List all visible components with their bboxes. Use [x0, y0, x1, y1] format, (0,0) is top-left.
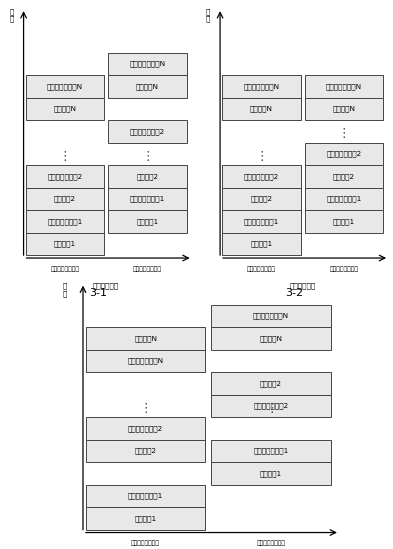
Text: 信号检测与收集2: 信号检测与收集2 — [130, 128, 165, 135]
Text: 测序反应2: 测序反应2 — [54, 195, 76, 203]
Text: 测序反应2: 测序反应2 — [250, 195, 272, 203]
Text: 时
间: 时 间 — [63, 283, 67, 297]
Text: 信号检测与收集N: 信号检测与收集N — [243, 83, 279, 90]
Text: 信号检测与收集1: 信号检测与收集1 — [244, 218, 279, 225]
FancyBboxPatch shape — [305, 143, 383, 165]
FancyBboxPatch shape — [222, 75, 301, 98]
Text: 信号检测与收集N: 信号检测与收集N — [326, 83, 362, 90]
Text: 信号检测与收集2: 信号检测与收集2 — [47, 173, 83, 180]
FancyBboxPatch shape — [26, 188, 104, 210]
Text: 第一测序反应小室: 第一测序反应小室 — [131, 541, 160, 546]
FancyBboxPatch shape — [108, 75, 187, 98]
FancyBboxPatch shape — [222, 165, 301, 188]
Text: 信号检测与收集2: 信号检测与收集2 — [244, 173, 279, 180]
Text: 测序反应2: 测序反应2 — [260, 380, 282, 387]
Text: 第二测序反应小室: 第二测序反应小室 — [133, 266, 162, 272]
FancyBboxPatch shape — [108, 188, 187, 210]
FancyBboxPatch shape — [211, 462, 331, 485]
FancyBboxPatch shape — [305, 165, 383, 188]
FancyBboxPatch shape — [26, 210, 104, 233]
Text: 信号检测与收集1: 信号检测与收集1 — [47, 218, 83, 225]
Text: 第一测序反应小室: 第一测序反应小室 — [247, 266, 276, 272]
Text: 测序反应N: 测序反应N — [250, 105, 273, 113]
FancyBboxPatch shape — [211, 305, 331, 327]
Text: 信号检测与收集N: 信号检测与收集N — [129, 60, 165, 68]
Text: 测序反应N: 测序反应N — [53, 105, 76, 113]
FancyBboxPatch shape — [108, 120, 187, 143]
FancyBboxPatch shape — [305, 188, 383, 210]
FancyBboxPatch shape — [108, 210, 187, 233]
FancyBboxPatch shape — [305, 75, 383, 98]
FancyBboxPatch shape — [305, 98, 383, 120]
Text: 信号检测与收集N: 信号检测与收集N — [253, 312, 289, 320]
Text: ⋮: ⋮ — [255, 150, 268, 163]
Text: ⋮: ⋮ — [141, 150, 154, 163]
Text: 信号检测与收集2: 信号检测与收集2 — [253, 402, 289, 410]
FancyBboxPatch shape — [211, 372, 331, 395]
Text: 信号检测与收集1: 信号检测与收集1 — [128, 492, 163, 500]
Text: 测序反应1: 测序反应1 — [54, 240, 76, 248]
FancyBboxPatch shape — [211, 395, 331, 417]
FancyBboxPatch shape — [26, 75, 104, 98]
Text: 测序反应1: 测序反应1 — [333, 218, 355, 225]
Text: 测序反应1: 测序反应1 — [260, 470, 282, 477]
Text: 测序反应N: 测序反应N — [136, 83, 159, 90]
Text: 信号检测与收集1: 信号检测与收集1 — [130, 195, 165, 203]
FancyBboxPatch shape — [86, 417, 206, 440]
FancyBboxPatch shape — [26, 98, 104, 120]
FancyBboxPatch shape — [305, 210, 383, 233]
FancyBboxPatch shape — [108, 53, 187, 75]
Text: 时
间: 时 间 — [9, 8, 14, 23]
FancyBboxPatch shape — [86, 440, 206, 462]
Text: 信号检测与收集1: 信号检测与收集1 — [253, 447, 289, 455]
FancyBboxPatch shape — [86, 485, 206, 507]
Text: 信号检测与收集N: 信号检测与收集N — [47, 83, 83, 90]
FancyBboxPatch shape — [26, 165, 104, 188]
Text: ⋮: ⋮ — [338, 127, 350, 140]
Text: 第二测序反应小室: 第二测序反应小室 — [257, 541, 286, 546]
FancyBboxPatch shape — [222, 233, 301, 255]
Text: 信号检测与收集2: 信号检测与收集2 — [326, 150, 362, 158]
Text: 测序反应1: 测序反应1 — [250, 240, 272, 248]
Text: 测序反应N: 测序反应N — [260, 335, 283, 342]
FancyBboxPatch shape — [108, 165, 187, 188]
FancyBboxPatch shape — [222, 210, 301, 233]
Text: 测序反应小室: 测序反应小室 — [290, 283, 316, 289]
FancyBboxPatch shape — [86, 507, 206, 530]
Text: 第二测序反应小室: 第二测序反应小室 — [329, 266, 358, 272]
Text: ⋮: ⋮ — [265, 402, 277, 414]
Text: ⋮: ⋮ — [59, 150, 71, 163]
Text: 测序反应小室: 测序反应小室 — [93, 283, 119, 289]
FancyBboxPatch shape — [86, 350, 206, 372]
Text: 测序反应2: 测序反应2 — [333, 173, 355, 180]
Text: 第一测序反应小室: 第一测序反应小室 — [50, 266, 79, 272]
Text: 测序反应2: 测序反应2 — [136, 173, 158, 180]
Text: 测序反应2: 测序反应2 — [135, 447, 157, 455]
FancyBboxPatch shape — [222, 98, 301, 120]
FancyBboxPatch shape — [211, 327, 331, 350]
Text: 信号检测与收集N: 信号检测与收集N — [128, 357, 164, 365]
FancyBboxPatch shape — [211, 440, 331, 462]
Text: 测序反应N: 测序反应N — [134, 335, 157, 342]
Text: 信号检测与收集2: 信号检测与收集2 — [128, 425, 163, 432]
FancyBboxPatch shape — [86, 327, 206, 350]
FancyBboxPatch shape — [222, 188, 301, 210]
Text: 信号检测与收集1: 信号检测与收集1 — [326, 195, 362, 203]
Text: 测序反应1: 测序反应1 — [135, 515, 157, 522]
FancyBboxPatch shape — [26, 233, 104, 255]
Text: 3-1: 3-1 — [89, 288, 107, 298]
Text: 测序反应N: 测序反应N — [332, 105, 355, 113]
Text: ⋮: ⋮ — [140, 402, 152, 414]
Text: 测序反应1: 测序反应1 — [136, 218, 158, 225]
Text: 3-2: 3-2 — [286, 288, 304, 298]
Text: 时
间: 时 间 — [206, 8, 211, 23]
